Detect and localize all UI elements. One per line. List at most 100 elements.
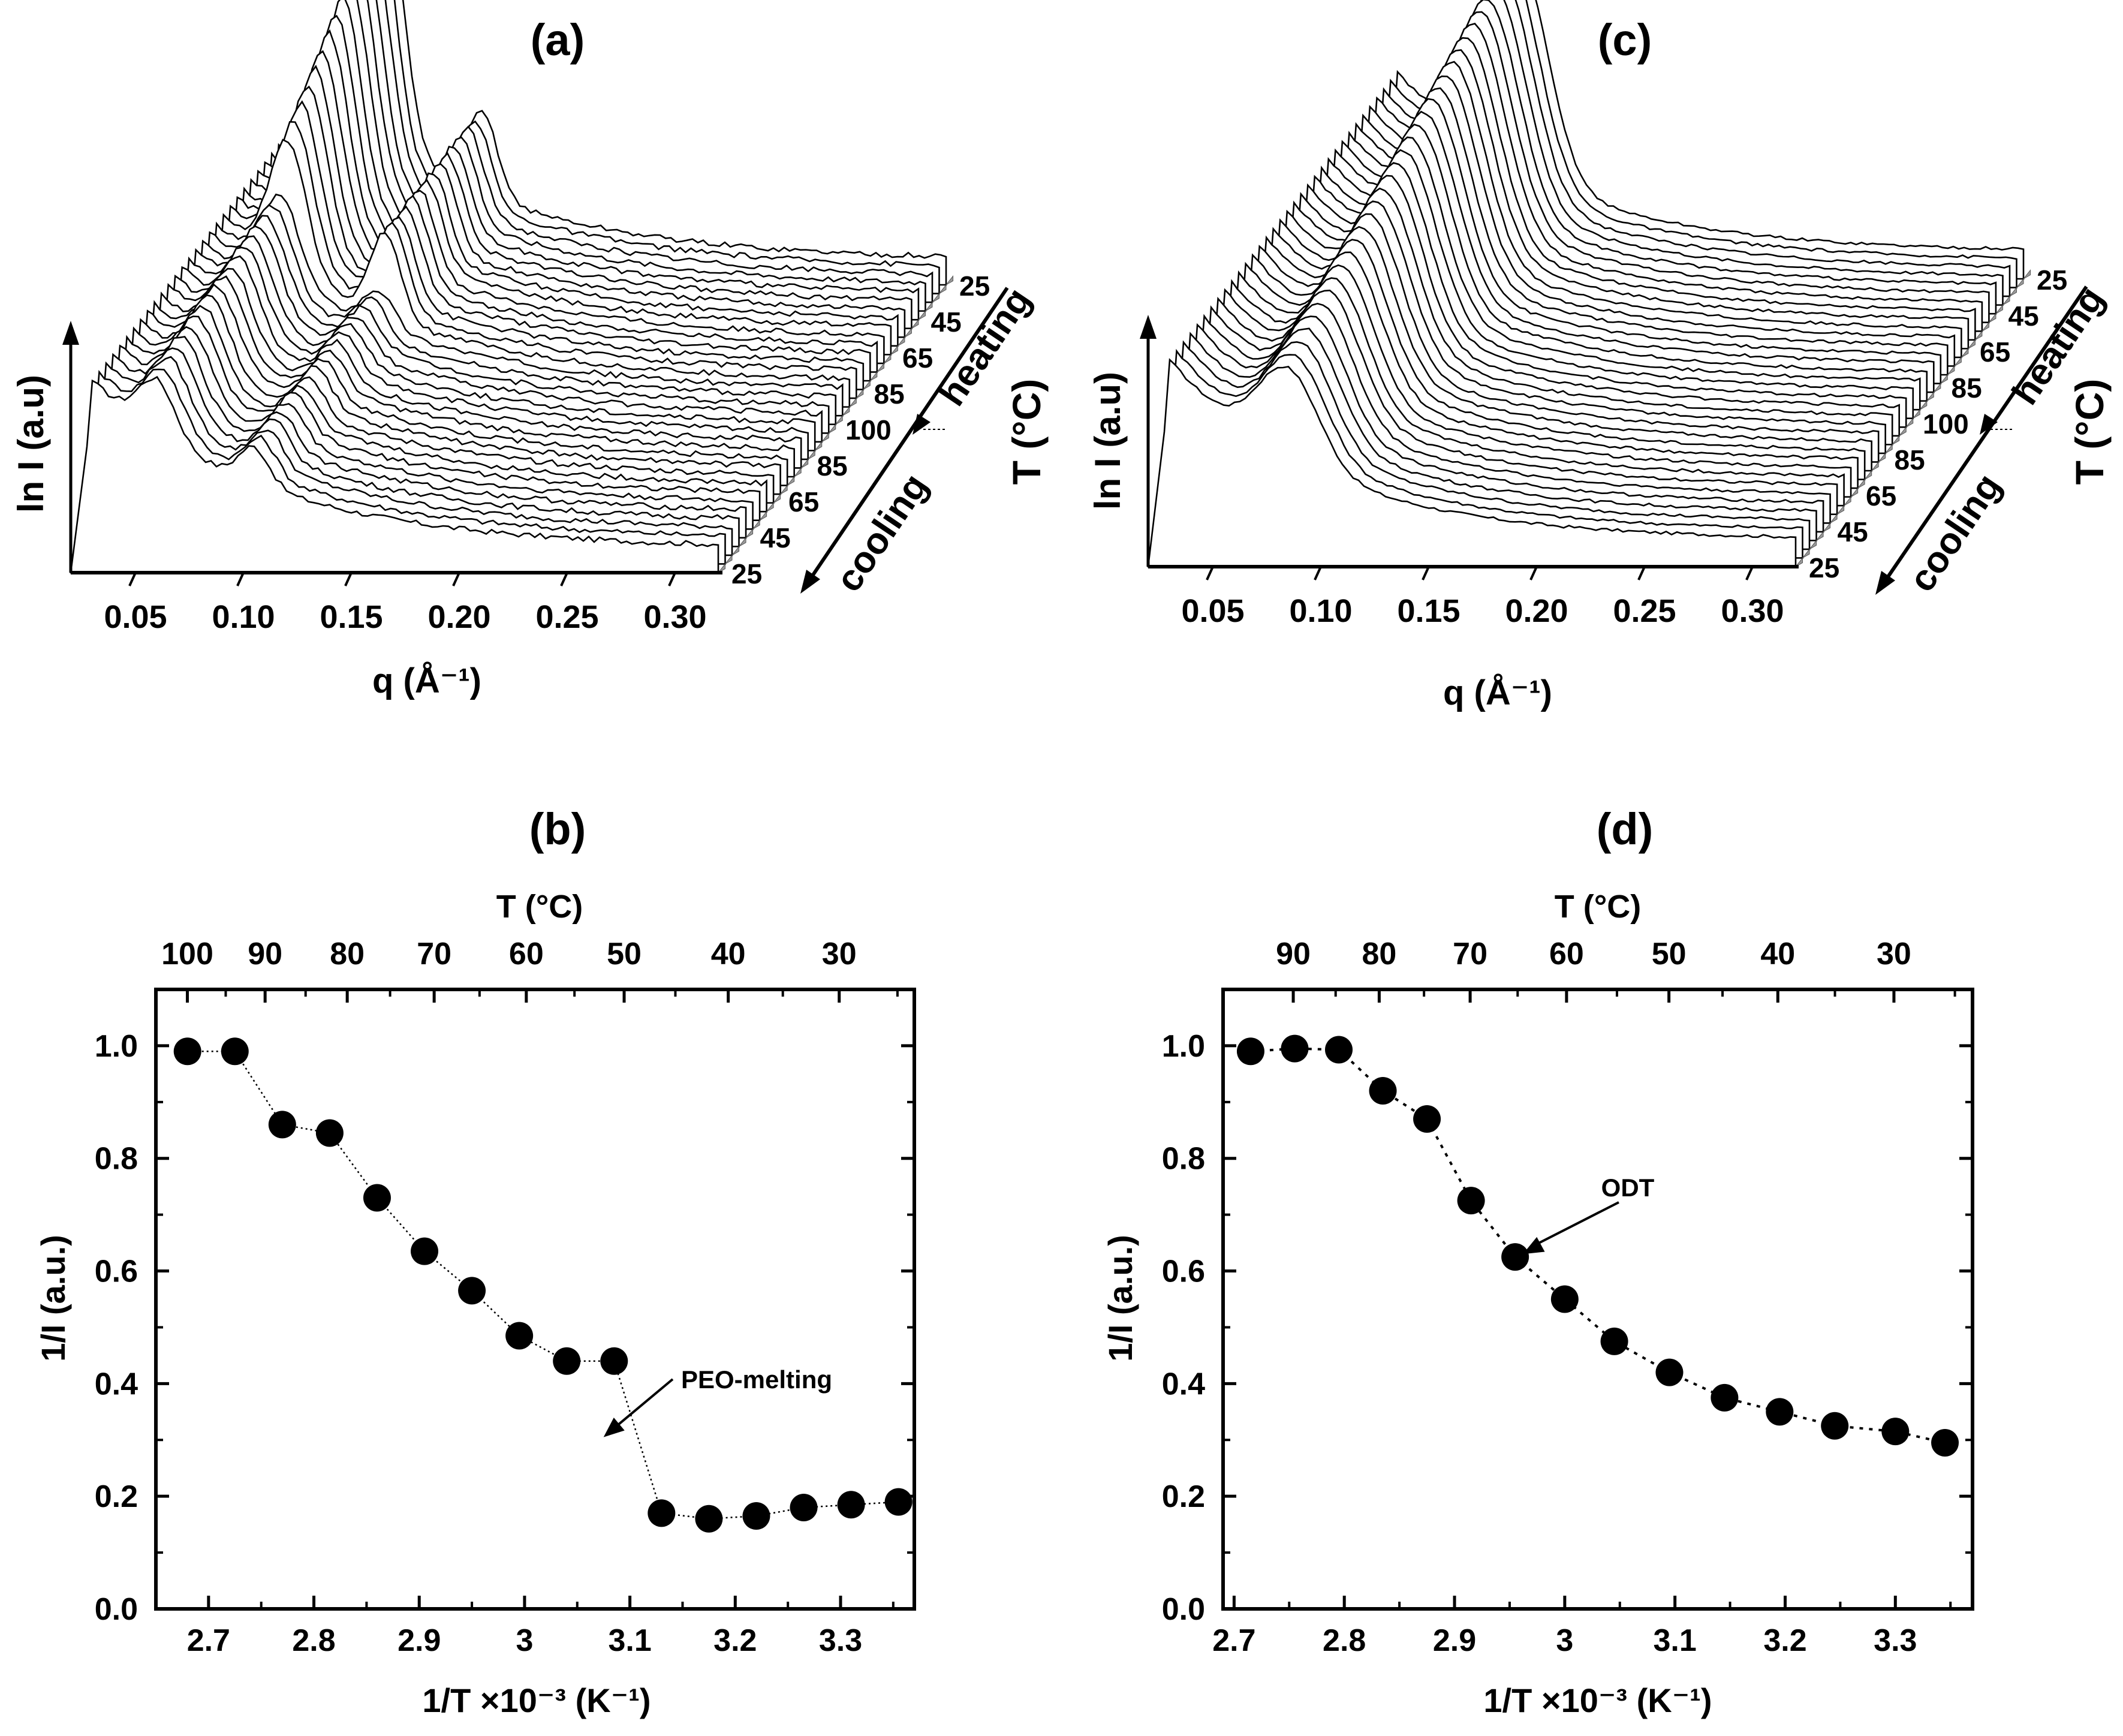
y-tick-label: 0.2 [95,1479,138,1514]
curve-edge-shade [745,528,754,538]
y-tick-label: 0.4 [95,1367,138,1401]
y-tick-label: 0.4 [1162,1367,1205,1401]
x-tick-label: 0.10 [1289,593,1352,629]
curve-edge-shade [2016,278,2024,288]
x-axis-label-b: 1/T ×10⁻³ (K⁻¹) [422,1681,651,1719]
curve-edge-shade [1982,321,1989,332]
temperature-tick-label: 45 [760,522,791,553]
x-tick-label: 0.15 [1397,593,1460,629]
temperature-tick-label: 25 [731,558,762,589]
top-tick-label: 50 [607,937,642,971]
curve-edge-shade [1844,496,1851,506]
x-tick-label: 3 [1556,1623,1573,1658]
x-tick-label: 3.3 [819,1623,862,1658]
temperature-tick-label: 45 [2008,300,2039,332]
x-tick-label: 0.15 [320,599,383,635]
y-tick-label: 0.6 [1162,1254,1205,1289]
temperature-arrow-a [805,287,1009,586]
x-tick-label: 3 [516,1623,533,1658]
axes-d: 0.0 0.2 0.4 0.6 0.8 1.0 2.7 2.8 2.9 3 3.1 3.2 3.3 90 8… [1162,937,1973,1658]
annotation-arrow-head [1523,1236,1545,1254]
y-tick-label: 0.0 [95,1592,138,1627]
curve-edge-shade [1795,557,1803,567]
curve-edge-shade [897,336,905,347]
x-tick-label: 0.05 [104,599,167,635]
data-point [1881,1418,1910,1446]
x-tick-label: 3.2 [1763,1623,1806,1658]
curve-edge-shade [869,371,878,381]
data-point [742,1502,770,1530]
curve-edge-shade [1933,383,1941,393]
data-point [1281,1034,1309,1063]
annotation-peo-melting: PEO-melting [681,1365,832,1394]
curve-edge-shade [890,345,898,355]
curve-edge-shade [842,406,850,416]
panel-b-scatter: (b) T (°C) 0.0 0.2 0.4 0.6 0.8 1.0 2.7 2.8 2.9 3 3… [34,804,916,1719]
annotation-arrow [611,1378,674,1431]
curve-edge-shade [1961,347,1969,358]
curve-edge-shade [1836,504,1845,515]
data-point [315,1119,344,1147]
data-point [553,1347,581,1375]
curve-edge-shade [2009,287,2017,297]
x-tick [236,572,245,586]
data-point [1501,1243,1529,1271]
data-point [695,1505,723,1533]
temperature-ticks-a: 25 45 65 85 100 85 65 45 25 [731,270,990,589]
x-tick [128,572,137,586]
waterfall-curves-c [1147,0,2031,568]
x-axis-label-c: q (Å⁻¹) [1443,673,1552,712]
top-tick-label: 100 [161,937,213,971]
x-ticks-a: 0.05 0.10 0.15 0.20 0.25 0.30 [104,572,707,635]
plot-frame-b [154,988,916,1611]
temperature-tick-label: 25 [959,270,990,302]
top-tick-label: 70 [1453,937,1487,971]
curve-edge-shade [1989,312,1996,323]
x-tick-label: 0.30 [1721,593,1784,629]
top-tick-label: 80 [1362,937,1396,971]
x-tick [668,572,676,586]
temperature-tick-label: 85 [817,450,848,482]
curve-edge-shade [863,380,871,390]
temperature-tick-label: 25 [2037,264,2067,296]
x-tick-label: 2.8 [292,1623,335,1658]
x-tick [1314,566,1322,580]
plot-frame-d [1221,988,1974,1611]
data-point [790,1493,818,1521]
trend-line [187,1051,899,1520]
data-point [458,1277,486,1305]
x-tick-label: 2.9 [398,1623,441,1658]
curve-edge-shade [1871,461,1879,471]
top-tick-label: 40 [1760,937,1795,971]
curve-edge-shade [1968,339,1976,349]
y-axis-label-b: 1/I (a.u.) [34,1235,72,1362]
temperature-tick-label: 25 [1809,552,1839,583]
data-point [411,1237,439,1265]
x-tick-label: 0.25 [535,599,598,635]
x-tick [1529,566,1538,580]
x-tick-label: 3.1 [608,1623,651,1658]
curve-edge-shade [856,389,864,399]
curve-edge-shade [773,493,781,504]
data-point [1236,1037,1264,1066]
temperature-tick-label: 65 [1866,480,1896,512]
curve-edge-shade [1974,330,1983,341]
x-tick-label: 2.8 [1323,1623,1366,1658]
curve-edge-shade [1926,391,1934,402]
curve-edge-shade [877,362,884,372]
curve-edge-shade [932,293,939,303]
curve-edge-shade [1892,435,1900,445]
curve-edge-shade [1954,356,1962,366]
curve-edge-shade [1905,417,1914,428]
curve-edge-shade [794,467,802,477]
curve-edge-shade [1940,374,1948,384]
temperature-tick-label: 100 [1923,408,1969,440]
temperature-tick-label: 65 [902,342,933,374]
data-point [1457,1187,1485,1215]
curve-edge-shade [1878,452,1886,462]
curve-edge-shade [821,432,829,443]
curve-edge-shade [725,554,733,564]
curve-edge-shade [925,301,933,312]
curve-edge-shade [759,510,767,521]
y-axis-label-a: ln I (a.u) [11,375,51,513]
